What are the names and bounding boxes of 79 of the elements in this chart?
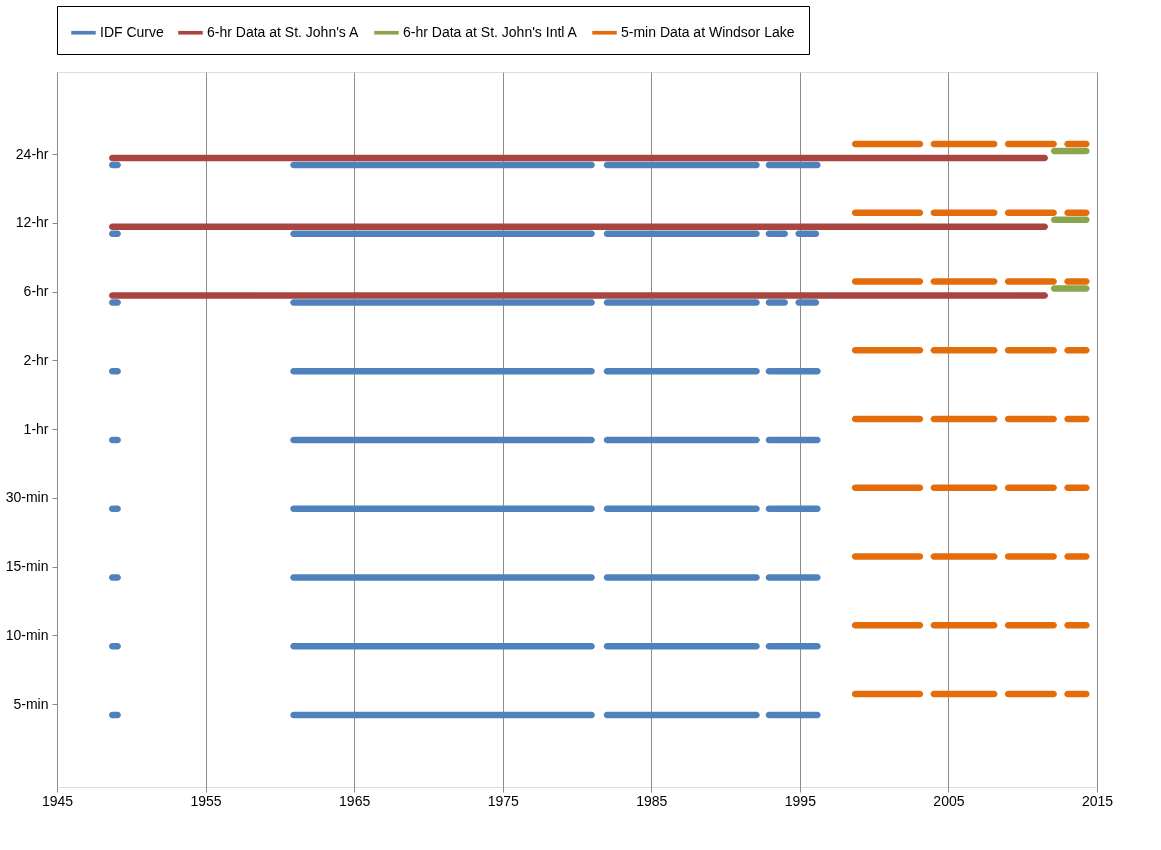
bar xyxy=(290,436,595,444)
bar xyxy=(109,292,1048,299)
bar xyxy=(930,140,998,148)
bar xyxy=(765,505,821,512)
bar xyxy=(765,711,821,719)
bar xyxy=(603,367,760,375)
bar xyxy=(851,347,924,354)
bar xyxy=(851,415,924,423)
bar xyxy=(290,161,595,169)
bar xyxy=(851,140,924,148)
bar xyxy=(765,161,821,169)
y-tick-label: 2-hr xyxy=(23,351,49,368)
bar xyxy=(930,690,998,698)
bar xyxy=(1050,216,1090,224)
bar xyxy=(930,622,998,629)
bar xyxy=(603,642,760,650)
bar xyxy=(603,574,760,581)
legend-label: 6-hr Data at St. John's Intl A xyxy=(403,23,578,40)
y-tick-label: 1-hr xyxy=(23,420,49,437)
bar xyxy=(930,347,998,354)
bar xyxy=(603,230,760,237)
bar xyxy=(1004,347,1057,354)
y-tick-label: 6-hr xyxy=(23,283,49,299)
x-tick-label: 1945 xyxy=(41,792,74,809)
y-tick-label: 5-min xyxy=(13,695,49,712)
y-tick-label: 15-min xyxy=(5,558,49,574)
bar xyxy=(851,209,924,217)
bar xyxy=(603,436,760,444)
x-tick-label: 2005 xyxy=(933,792,965,809)
bar xyxy=(930,209,998,217)
bar xyxy=(1004,415,1057,423)
bar xyxy=(1004,622,1057,629)
bar xyxy=(290,711,595,719)
x-tick-label: 2015 xyxy=(1081,792,1114,809)
bar xyxy=(1004,690,1057,698)
bar xyxy=(851,278,924,285)
bar xyxy=(1004,278,1057,285)
legend-label: 5-min Data at Windsor Lake xyxy=(621,23,795,40)
bar xyxy=(930,278,998,285)
bar xyxy=(290,299,595,306)
bar xyxy=(930,415,998,423)
y-tick-label: 24-hr xyxy=(15,145,49,162)
bar xyxy=(851,484,924,492)
x-tick-label: 1995 xyxy=(784,792,817,809)
bar xyxy=(1050,147,1090,155)
bar xyxy=(851,553,924,560)
bar xyxy=(1004,209,1057,217)
bar xyxy=(290,367,595,375)
bar xyxy=(603,299,760,306)
x-tick-label: 1975 xyxy=(487,792,519,809)
bar xyxy=(290,642,595,650)
bar xyxy=(1004,140,1057,148)
bar xyxy=(1004,484,1057,492)
bar xyxy=(765,642,821,650)
bar xyxy=(290,574,595,581)
bar xyxy=(109,154,1048,162)
bar xyxy=(765,367,821,375)
bar xyxy=(765,574,821,581)
bar xyxy=(851,622,924,629)
x-tick-label: 1985 xyxy=(636,792,668,809)
x-tick-label: 1955 xyxy=(190,792,222,809)
bar xyxy=(109,223,1048,231)
bar xyxy=(603,505,760,512)
bar xyxy=(290,230,595,237)
x-tick-label: 1965 xyxy=(339,792,371,809)
y-tick-label: 12-hr xyxy=(15,214,49,231)
y-tick-label: 30-min xyxy=(5,489,49,506)
bar xyxy=(603,161,760,169)
legend-label: 6-hr Data at St. John's A xyxy=(207,23,359,40)
legend-label: IDF Curve xyxy=(100,23,164,40)
bar xyxy=(930,553,998,560)
y-tick-label: 10-min xyxy=(5,626,49,643)
bar xyxy=(1004,553,1057,560)
bar xyxy=(765,436,821,444)
bar xyxy=(1050,285,1090,292)
bar xyxy=(603,711,760,719)
bar xyxy=(290,505,595,512)
bar xyxy=(930,484,998,492)
bar xyxy=(851,690,924,698)
